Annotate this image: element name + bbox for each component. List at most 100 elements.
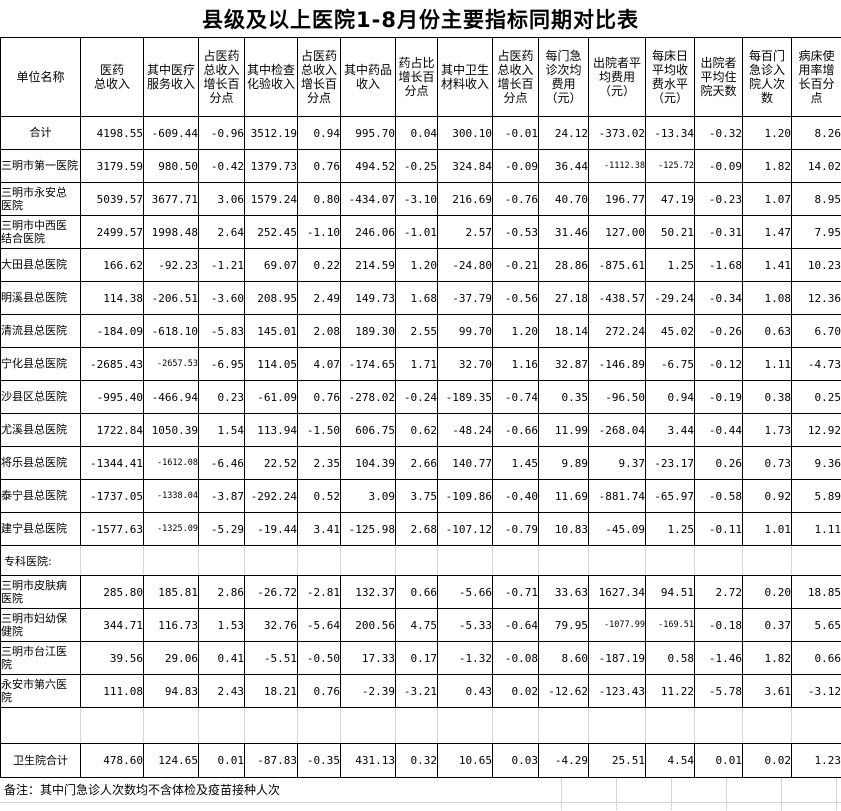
cell-value: 216.69 [437,182,493,216]
cell-value: 0.20 [742,575,792,609]
cell-value: 2499.57 [80,215,144,249]
cell-value: 1579.24 [244,182,298,216]
cell-value: -1577.63 [80,512,144,546]
empty-cell [0,707,81,744]
empty-cell [538,545,589,576]
cell-value: -174.65 [340,347,396,381]
cell-value: -61.09 [244,380,298,414]
cell-value: -107.12 [437,512,493,546]
cell-value: -29.24 [645,281,695,315]
cell-value: -0.76 [492,182,539,216]
cell-value: -0.56 [492,281,539,315]
cell-value: 47.19 [645,182,695,216]
cell-value: 7.95 [791,215,841,249]
cell-value: 189.30 [340,314,396,348]
cell-value: 10.23 [791,248,841,282]
cell-value: 9.89 [538,446,589,480]
cell-value: 1.20 [395,248,438,282]
empty-cell [297,545,341,576]
cell-value: 145.01 [244,314,298,348]
cell-value: 4.75 [395,608,438,642]
cell-value: -19.44 [244,512,298,546]
footnote-text: 备注：其中门急诊人次数均不含体检及疫苗接种人次 [4,781,284,798]
cell-value: 94.51 [645,575,695,609]
cell-value: 478.60 [80,743,144,778]
cell-value: -0.21 [492,248,539,282]
table-row: 永安市第六医 院 111.08 94.83 2.43 18.21 0.76 -2.39 -3.… [0,674,841,708]
cell-value: 5.89 [791,479,841,513]
cell-value: -12.62 [538,674,589,708]
cell-value: 285.80 [80,575,144,609]
cell-value: 1.23 [791,743,841,778]
cell-value: 1.53 [198,608,245,642]
empty-cell [244,545,298,576]
cell-value: -3.21 [395,674,438,708]
cell-value: 28.86 [538,248,589,282]
cell-value: -0.64 [492,608,539,642]
cell-value: 324.84 [437,149,493,183]
row-name: 合计 [0,116,81,150]
cell-value: -3.87 [198,479,245,513]
cell-value: 4198.55 [80,116,144,150]
column-header: 其中医疗 服务收入 [143,37,199,117]
cell-value: 166.62 [80,248,144,282]
cell-value: 6.70 [791,314,841,348]
cell-value: 1.71 [395,347,438,381]
cell-value: -3.12 [791,674,841,708]
cell-value: -5.83 [198,314,245,348]
cell-value: -1.68 [694,248,743,282]
cell-value: 3.61 [742,674,792,708]
row-name: 三明市妇幼保 健院 [0,608,81,642]
cell-value: -373.02 [588,116,646,150]
column-header: 占医药 总收入 增长百 分点 [198,37,245,117]
cell-value: 140.77 [437,446,493,480]
cell-value: -0.09 [694,149,743,183]
column-header: 医药 总收入 [80,37,144,117]
cell-value: -0.96 [198,116,245,150]
cell-value: -0.01 [492,116,539,150]
cell-value: 431.13 [340,743,396,778]
cell-value: 11.69 [538,479,589,513]
cell-value: 111.08 [80,674,144,708]
cell-value: -187.19 [588,641,646,675]
cell-value: 1.82 [742,641,792,675]
cell-value: -292.24 [244,479,298,513]
table-row: 大田县总医院 166.62 -92.23 -1.21 69.07 0.22 214.59 1.… [0,248,841,282]
cell-value: -45.09 [588,512,646,546]
cell-value: 45.02 [645,314,695,348]
cell-value: -24.80 [437,248,493,282]
cell-value: 1.20 [742,116,792,150]
cell-value: -0.12 [694,347,743,381]
cell-value: 2.57 [437,215,493,249]
cell-value: -13.34 [645,116,695,150]
cell-value: 3.41 [297,512,341,546]
cell-value: 0.94 [645,380,695,414]
cell-value: 50.21 [645,215,695,249]
cell-value: 0.63 [742,314,792,348]
cell-value: 114.05 [244,347,298,381]
cell-value: 1379.73 [244,149,298,183]
cell-value: 1627.34 [588,575,646,609]
cell-value: 252.45 [244,215,298,249]
cell-value: -1.01 [395,215,438,249]
spacer-row [0,707,841,744]
empty-cell [143,545,199,576]
cell-value: 149.73 [340,281,396,315]
cell-value: -1344.41 [80,446,144,480]
cell-value: 22.52 [244,446,298,480]
cell-value: 18.21 [244,674,298,708]
row-name: 建宁县总医院 [0,512,81,546]
cell-value: 0.41 [198,641,245,675]
row-name: 明溪县总医院 [0,281,81,315]
table-row: 将乐县总医院 -1344.41 -1612.08 -6.46 22.52 2.35 104.… [0,446,841,480]
cell-value: 8.26 [791,116,841,150]
cell-value: 32.87 [538,347,589,381]
cell-value: 0.04 [395,116,438,150]
cell-value: 1.54 [198,413,245,447]
cell-value: 2.49 [297,281,341,315]
cell-value: -3.60 [198,281,245,315]
column-header: 占医药 总收入 增长百 分点 [492,37,539,117]
table-row: 合计 4198.55 -609.44 -0.96 3512.19 0.94 995.70 0.… [0,116,841,150]
empty-cell [198,707,245,744]
empty-cell [244,707,298,744]
